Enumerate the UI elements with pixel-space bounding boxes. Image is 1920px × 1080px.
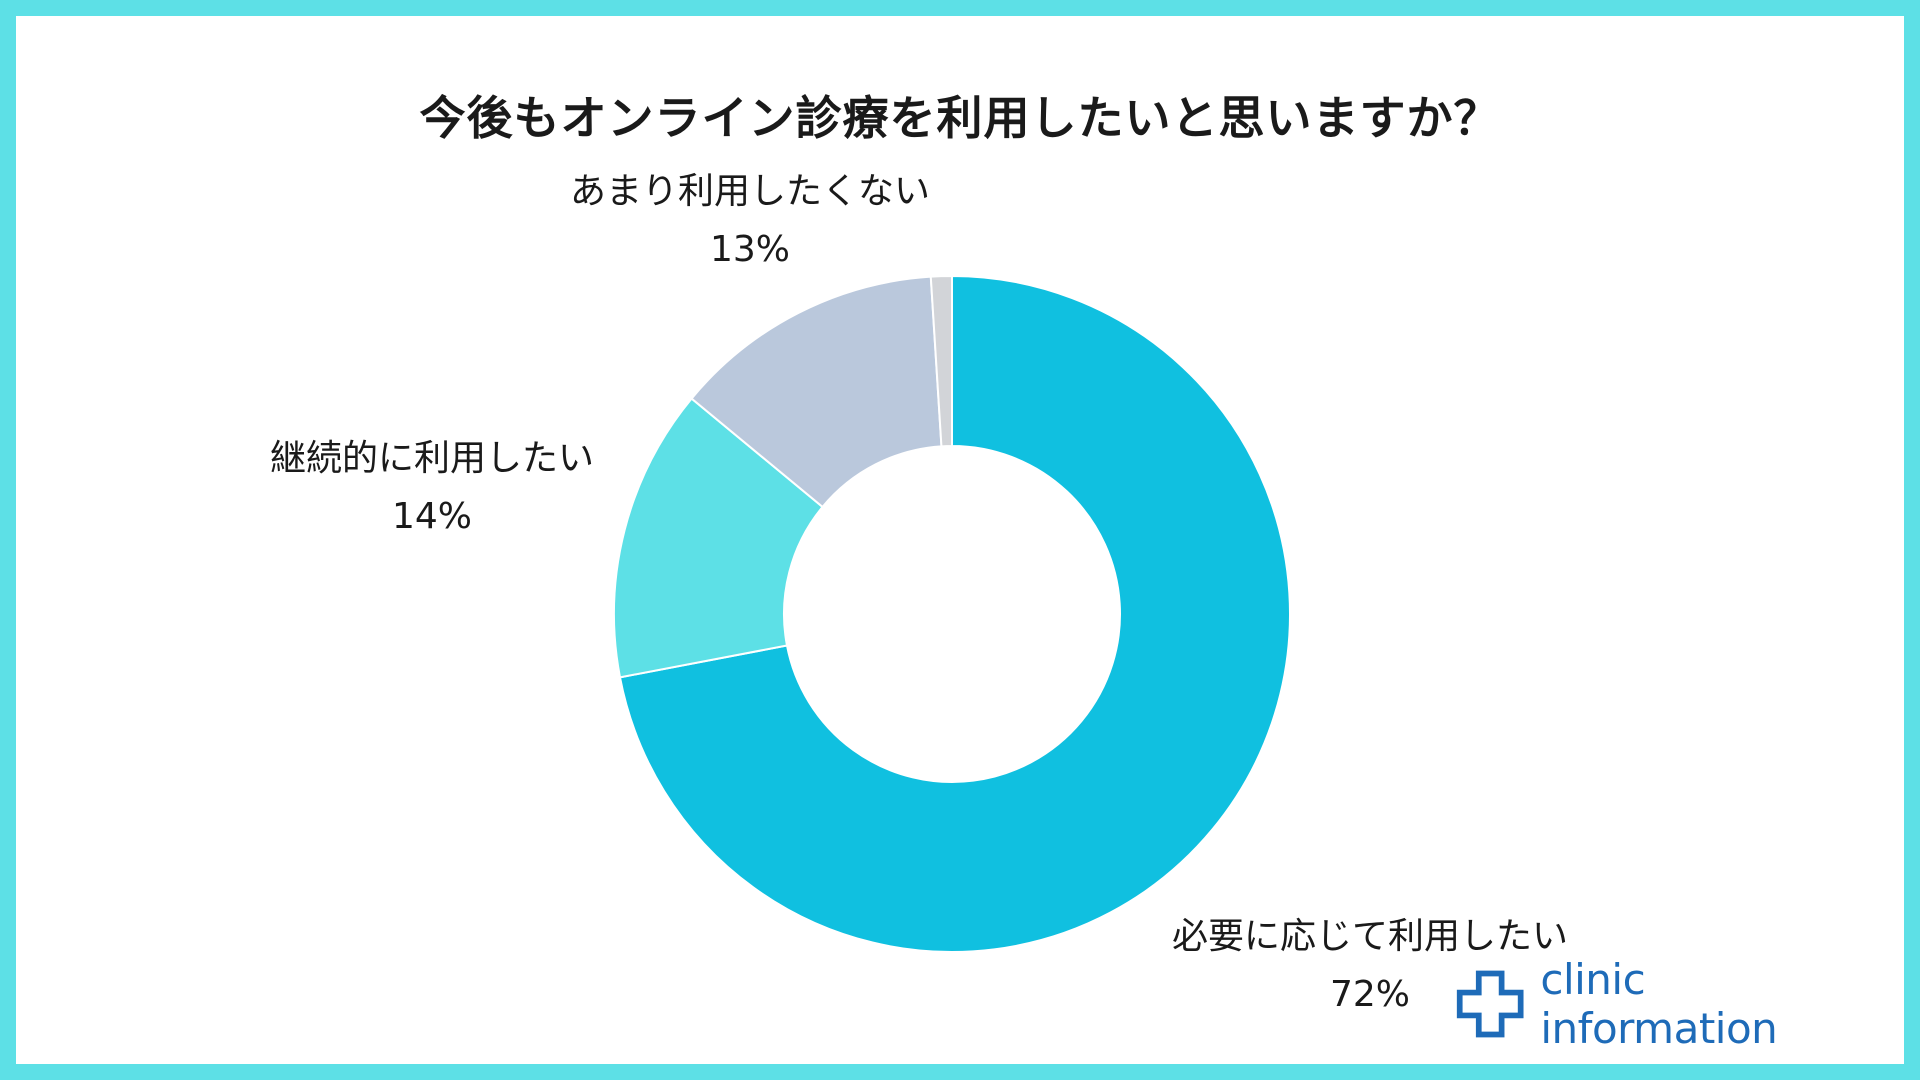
slice-percent: 13% [709,229,790,270]
slice-label-continuous: 継続的に利用したい 14% [232,430,632,546]
slice-label-reluctant: あまり利用したくない 13% [540,163,960,279]
slice-label-text: 継続的に利用したい [269,438,594,479]
brand-logo: clinic information [1436,955,1878,1053]
slice-percent: 72% [1329,974,1410,1015]
slice-label-text: 必要に応じて利用したい [1171,916,1568,957]
donut-slice-0 [618,274,1291,953]
medical-cross-icon [1456,970,1524,1038]
chart-title: 今後もオンライン診療を利用したいと思いますか？ [419,91,1501,145]
donut-slice-1 [613,397,824,679]
brand-logo-text: clinic information [1540,955,1778,1053]
slice-label-text: あまり利用したくない [569,171,930,212]
slice-percent: 14% [391,496,472,537]
donut-slice-3 [929,274,953,448]
donut-slice-2 [690,275,943,509]
slice-label-need-based: 必要に応じて利用したい 72% [1140,908,1600,1024]
